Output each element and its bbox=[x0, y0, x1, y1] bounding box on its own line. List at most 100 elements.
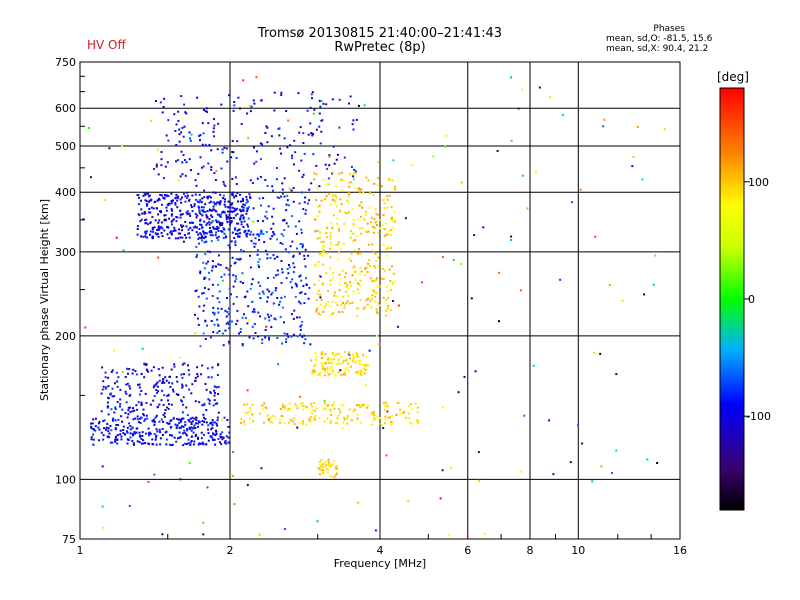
data-point bbox=[272, 207, 275, 210]
data-point bbox=[390, 309, 393, 312]
data-point bbox=[357, 307, 360, 310]
data-point bbox=[334, 198, 337, 201]
data-point bbox=[205, 262, 208, 265]
data-point bbox=[246, 200, 249, 203]
data-point bbox=[266, 300, 269, 303]
data-point bbox=[199, 139, 201, 142]
data-point bbox=[359, 284, 362, 287]
data-point bbox=[210, 320, 213, 322]
data-point bbox=[158, 210, 161, 213]
data-point bbox=[335, 185, 338, 188]
data-point bbox=[359, 360, 362, 362]
data-point bbox=[156, 385, 159, 388]
data-point bbox=[463, 375, 466, 378]
data-point bbox=[114, 406, 117, 409]
data-point bbox=[219, 201, 222, 204]
data-point bbox=[289, 245, 292, 248]
data-point bbox=[288, 187, 291, 190]
data-point bbox=[216, 331, 219, 334]
data-point bbox=[315, 358, 318, 361]
data-point bbox=[386, 410, 389, 413]
data-point bbox=[216, 416, 219, 419]
data-point bbox=[265, 325, 268, 328]
data-point bbox=[222, 226, 225, 229]
data-point bbox=[255, 150, 258, 153]
data-point bbox=[372, 411, 375, 414]
data-point bbox=[362, 191, 365, 194]
data-point bbox=[204, 143, 207, 146]
data-point bbox=[211, 295, 214, 297]
data-point bbox=[241, 272, 244, 275]
data-point bbox=[179, 426, 182, 429]
data-point bbox=[365, 406, 368, 409]
data-point bbox=[338, 229, 341, 232]
data-point bbox=[216, 402, 219, 405]
data-point bbox=[238, 258, 241, 261]
data-point bbox=[197, 233, 199, 236]
data-point bbox=[392, 226, 395, 229]
data-point bbox=[351, 123, 354, 126]
data-point bbox=[115, 371, 118, 374]
data-point bbox=[392, 300, 394, 302]
data-point bbox=[249, 179, 252, 182]
data-point bbox=[158, 428, 161, 431]
data-point bbox=[315, 299, 318, 301]
data-point bbox=[213, 385, 216, 388]
data-point bbox=[370, 413, 373, 416]
data-point bbox=[336, 421, 339, 424]
data-point bbox=[274, 289, 277, 292]
data-point bbox=[358, 404, 360, 407]
data-point bbox=[155, 207, 158, 210]
data-point bbox=[231, 256, 234, 259]
data-point bbox=[251, 403, 254, 406]
data-point bbox=[194, 290, 197, 293]
data-point bbox=[393, 220, 396, 223]
data-point bbox=[218, 203, 221, 206]
data-point bbox=[164, 431, 167, 434]
data-point bbox=[258, 533, 261, 536]
data-point bbox=[652, 283, 655, 286]
data-point bbox=[392, 283, 395, 285]
data-point bbox=[174, 237, 177, 240]
data-point bbox=[202, 443, 205, 446]
data-point bbox=[290, 313, 293, 316]
data-point bbox=[245, 207, 248, 210]
data-point bbox=[216, 213, 219, 216]
data-point bbox=[202, 416, 205, 419]
data-point bbox=[308, 188, 311, 191]
data-point bbox=[163, 412, 166, 415]
data-point bbox=[148, 434, 151, 437]
data-point bbox=[119, 403, 122, 405]
data-point bbox=[184, 220, 187, 223]
data-point bbox=[365, 176, 368, 179]
data-point bbox=[131, 439, 134, 442]
data-point bbox=[385, 309, 387, 312]
data-point bbox=[226, 221, 229, 224]
data-point bbox=[416, 419, 419, 422]
data-point bbox=[342, 360, 345, 363]
data-point bbox=[206, 217, 209, 220]
data-point bbox=[124, 390, 127, 393]
data-point bbox=[197, 317, 199, 320]
data-point bbox=[187, 438, 190, 441]
data-point bbox=[107, 397, 110, 400]
data-point bbox=[218, 221, 221, 224]
data-point bbox=[154, 416, 157, 419]
data-point bbox=[292, 333, 295, 336]
data-point bbox=[281, 406, 284, 409]
data-point bbox=[217, 363, 220, 366]
data-point bbox=[329, 314, 332, 317]
data-point bbox=[242, 217, 245, 220]
data-point bbox=[100, 392, 103, 395]
data-point bbox=[276, 255, 279, 258]
data-point bbox=[257, 264, 260, 267]
data-point bbox=[253, 323, 256, 325]
data-point bbox=[125, 383, 128, 386]
data-point bbox=[222, 194, 225, 197]
data-point bbox=[281, 182, 284, 185]
data-point bbox=[353, 219, 355, 222]
data-point bbox=[116, 438, 119, 441]
data-point bbox=[321, 351, 324, 354]
data-point bbox=[177, 196, 179, 199]
data-point bbox=[233, 217, 235, 220]
